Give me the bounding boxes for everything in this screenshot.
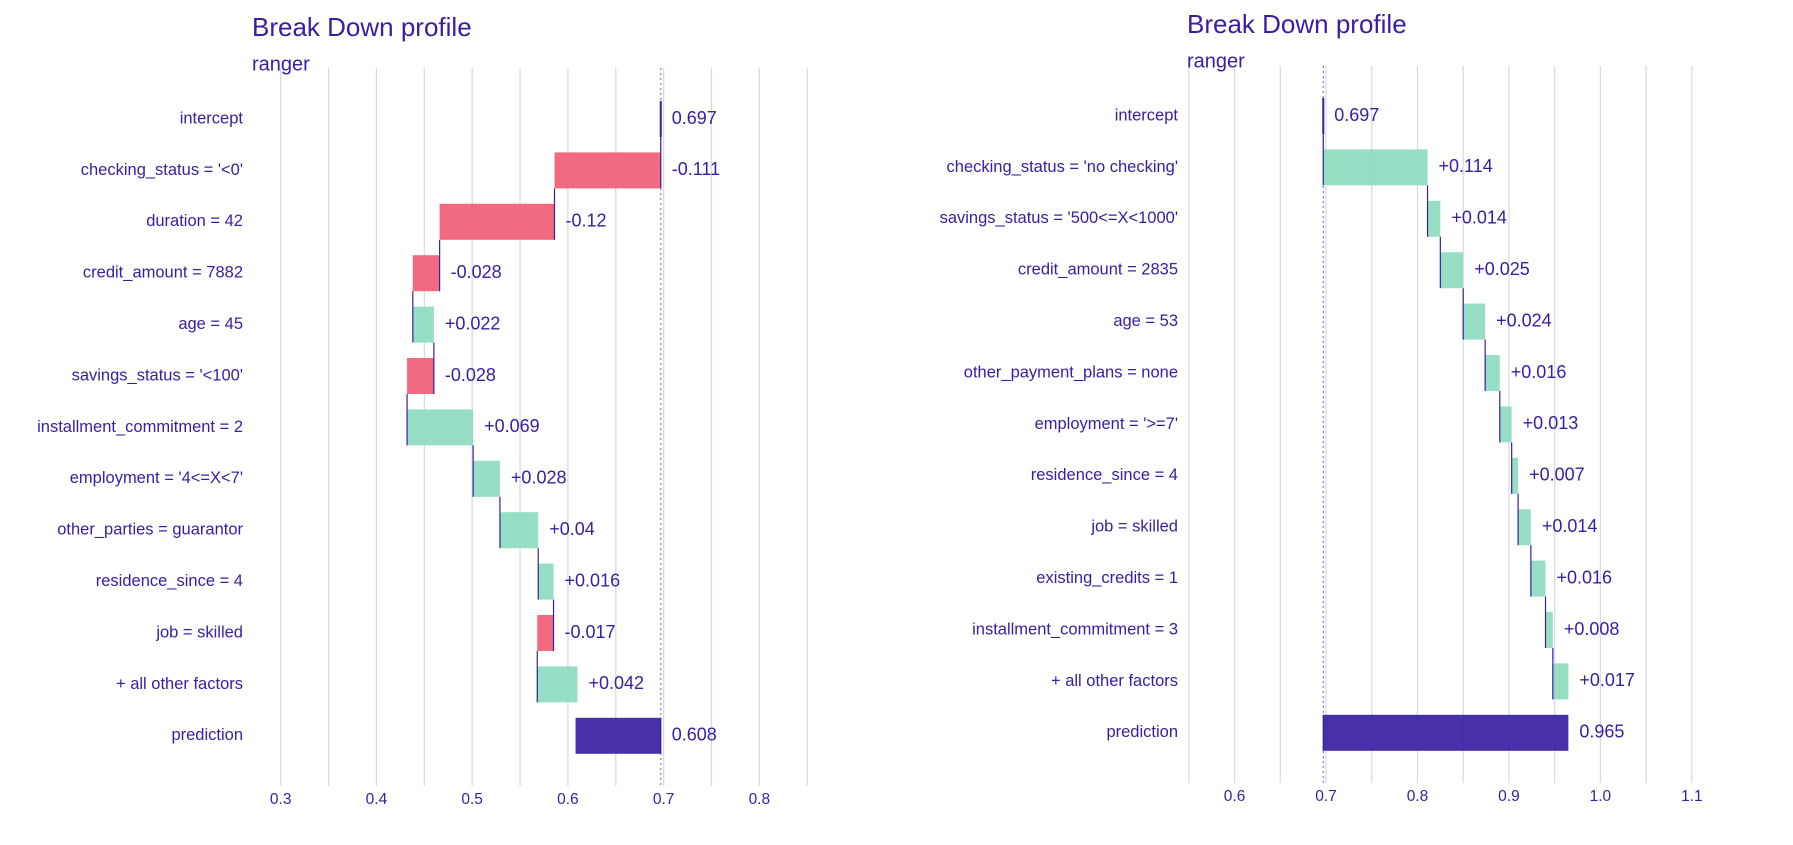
variable-label: credit_amount = 7882 bbox=[83, 264, 243, 282]
positive-contribution-bar bbox=[1323, 149, 1428, 186]
contribution-label: +0.014 bbox=[1451, 208, 1507, 228]
x-tick-label: 0.6 bbox=[1224, 788, 1246, 805]
variable-label: employment = '4<=X<7' bbox=[70, 469, 243, 487]
x-tick-label: 1.1 bbox=[1681, 788, 1703, 805]
positive-contribution-bar bbox=[1511, 457, 1519, 494]
x-tick-label: 0.7 bbox=[1315, 788, 1337, 805]
variable-label: savings_status = '<100' bbox=[72, 366, 243, 384]
negative-contribution-bar bbox=[412, 255, 440, 292]
x-tick-label: 0.6 bbox=[557, 791, 579, 808]
contribution-label: +0.114 bbox=[1439, 156, 1493, 176]
variable-label: savings_status = '500<=X<1000' bbox=[940, 209, 1178, 227]
variable-label: checking_status = '<0' bbox=[81, 161, 243, 179]
contribution-label: +0.014 bbox=[1542, 516, 1598, 536]
negative-contribution-bar bbox=[439, 203, 555, 240]
variable-label: intercept bbox=[180, 109, 244, 127]
contribution-label: 0.608 bbox=[672, 725, 717, 745]
variable-label: intercept bbox=[1115, 106, 1179, 124]
x-tick-label: 0.9 bbox=[1498, 788, 1520, 805]
contribution-label: +0.008 bbox=[1564, 619, 1620, 639]
variable-label: other_payment_plans = none bbox=[964, 363, 1178, 381]
chart-subtitle: ranger bbox=[252, 53, 310, 75]
prediction-bar bbox=[575, 717, 661, 754]
positive-contribution-bar bbox=[1463, 303, 1486, 340]
contribution-label: +0.028 bbox=[511, 468, 567, 488]
variable-label: job = skilled bbox=[1090, 518, 1178, 536]
contribution-label: +0.016 bbox=[1511, 362, 1567, 382]
variable-label: job = skilled bbox=[155, 623, 243, 641]
x-tick-label: 0.5 bbox=[461, 791, 483, 808]
right-break-down-panel: 0.6 0.7 0.8 0.9 1.0 1.1 Break Down profile rang… bbox=[940, 9, 1703, 805]
chart-subtitle: ranger bbox=[1187, 50, 1245, 72]
positive-contribution-bar bbox=[1499, 406, 1512, 443]
positive-contribution-bar bbox=[1545, 612, 1553, 648]
x-tick-label: 0.3 bbox=[270, 791, 292, 808]
contribution-label: 0.965 bbox=[1579, 722, 1624, 742]
negative-contribution-bar bbox=[407, 358, 434, 394]
x-tick-label: 0.7 bbox=[653, 791, 675, 808]
x-tick-label: 0.8 bbox=[749, 791, 771, 808]
left-break-down-panel: 0.3 0.4 0.5 0.6 0.7 0.8 Break Down profile rang… bbox=[37, 12, 808, 808]
x-tick-label: 1.0 bbox=[1590, 788, 1612, 805]
contribution-label: -0.111 bbox=[672, 159, 720, 179]
positive-contribution-bar bbox=[1485, 355, 1500, 391]
chart-title: Break Down profile bbox=[252, 12, 472, 42]
contribution-label: -0.028 bbox=[445, 365, 496, 385]
variable-label: installment_commitment = 3 bbox=[972, 620, 1178, 638]
contribution-label: -0.017 bbox=[565, 622, 616, 642]
contribution-label: 0.697 bbox=[672, 108, 717, 128]
variable-label: residence_since = 4 bbox=[1031, 466, 1178, 484]
positive-contribution-bar bbox=[1530, 560, 1546, 597]
contribution-label: -0.12 bbox=[565, 211, 606, 231]
prediction-bar bbox=[1323, 714, 1569, 751]
variable-label: duration = 42 bbox=[146, 212, 243, 230]
contribution-label: +0.007 bbox=[1529, 465, 1585, 485]
negative-contribution-bar bbox=[554, 152, 661, 189]
positive-contribution-bar bbox=[473, 460, 500, 497]
positive-contribution-bar bbox=[1440, 252, 1464, 289]
positive-contribution-bar bbox=[1518, 509, 1531, 546]
negative-contribution-bar bbox=[537, 615, 554, 651]
contribution-label: +0.013 bbox=[1523, 413, 1579, 433]
contribution-label: +0.017 bbox=[1579, 670, 1635, 690]
variable-label: checking_status = 'no checking' bbox=[947, 158, 1178, 176]
variable-label: other_parties = guarantor bbox=[57, 521, 243, 539]
contribution-label: 0.697 bbox=[1334, 105, 1379, 125]
positive-contribution-bar bbox=[538, 563, 554, 600]
variable-label: prediction bbox=[171, 726, 243, 744]
variable-label: credit_amount = 2835 bbox=[1018, 261, 1178, 279]
positive-contribution-bar bbox=[537, 666, 578, 703]
variable-label: residence_since = 4 bbox=[96, 572, 243, 590]
contribution-label: +0.016 bbox=[1557, 567, 1613, 587]
chart-title: Break Down profile bbox=[1187, 9, 1407, 39]
contribution-label: +0.024 bbox=[1496, 310, 1552, 330]
contribution-label: +0.016 bbox=[565, 570, 621, 590]
contribution-label: +0.04 bbox=[549, 519, 595, 539]
positive-contribution-bar bbox=[1552, 663, 1569, 700]
x-tick-label: 0.4 bbox=[366, 791, 388, 808]
variable-label: existing_credits = 1 bbox=[1036, 569, 1178, 587]
x-tick-label: 0.8 bbox=[1407, 788, 1429, 805]
contribution-label: +0.022 bbox=[445, 313, 501, 333]
positive-contribution-bar bbox=[1427, 200, 1441, 237]
variable-label: prediction bbox=[1106, 723, 1178, 741]
contribution-label: -0.028 bbox=[451, 262, 502, 282]
contribution-label: +0.042 bbox=[588, 673, 644, 693]
variable-label: employment = '>=7' bbox=[1035, 415, 1178, 433]
positive-contribution-bar bbox=[407, 409, 474, 446]
variable-label: + all other factors bbox=[1051, 672, 1178, 690]
positive-contribution-bar bbox=[412, 306, 434, 343]
contribution-label: +0.069 bbox=[484, 416, 540, 436]
variable-label: age = 53 bbox=[1113, 312, 1178, 330]
variable-label: + all other factors bbox=[116, 675, 243, 693]
variable-label: installment_commitment = 2 bbox=[37, 418, 243, 436]
variable-label: age = 45 bbox=[178, 315, 243, 333]
contribution-label: +0.025 bbox=[1474, 259, 1530, 279]
positive-contribution-bar bbox=[499, 512, 539, 549]
